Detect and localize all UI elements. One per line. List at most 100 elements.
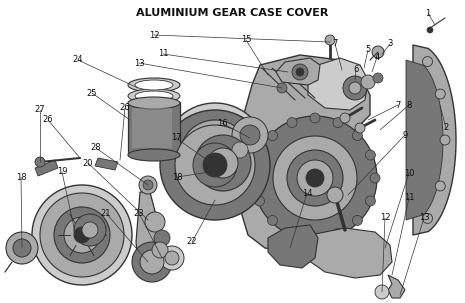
- Text: 8: 8: [406, 101, 412, 109]
- Text: 2: 2: [443, 124, 449, 132]
- Circle shape: [440, 135, 450, 145]
- Circle shape: [325, 35, 335, 45]
- Circle shape: [143, 180, 153, 190]
- Circle shape: [35, 157, 45, 167]
- Polygon shape: [303, 228, 392, 278]
- Circle shape: [423, 213, 432, 223]
- Circle shape: [203, 153, 227, 177]
- Text: 13: 13: [134, 58, 144, 68]
- Text: 26: 26: [43, 115, 53, 125]
- Text: 24: 24: [73, 55, 83, 65]
- Circle shape: [175, 125, 255, 205]
- Circle shape: [193, 143, 237, 187]
- Circle shape: [427, 27, 433, 33]
- Circle shape: [240, 125, 260, 145]
- Polygon shape: [406, 60, 443, 220]
- Circle shape: [165, 251, 179, 265]
- Circle shape: [287, 150, 343, 206]
- Text: 3: 3: [387, 39, 392, 48]
- Circle shape: [310, 113, 320, 123]
- Ellipse shape: [128, 89, 180, 103]
- Circle shape: [232, 117, 268, 153]
- Text: 26: 26: [120, 104, 130, 112]
- Circle shape: [140, 250, 164, 274]
- Circle shape: [372, 46, 384, 58]
- Circle shape: [292, 64, 308, 80]
- Text: 12: 12: [149, 31, 159, 39]
- Circle shape: [352, 215, 362, 225]
- Circle shape: [180, 120, 250, 190]
- Circle shape: [54, 207, 110, 263]
- Ellipse shape: [135, 80, 173, 90]
- Circle shape: [160, 110, 270, 220]
- Circle shape: [163, 103, 267, 207]
- Text: 4: 4: [374, 52, 379, 62]
- Circle shape: [64, 217, 100, 253]
- Polygon shape: [128, 102, 180, 155]
- Text: 7: 7: [332, 39, 338, 48]
- Text: 14: 14: [302, 188, 312, 198]
- Text: 25: 25: [87, 88, 97, 98]
- Circle shape: [373, 73, 383, 83]
- Text: 20: 20: [83, 158, 93, 168]
- Text: 22: 22: [187, 238, 197, 247]
- Polygon shape: [413, 45, 456, 235]
- Ellipse shape: [135, 91, 173, 101]
- Circle shape: [208, 148, 238, 178]
- Text: 11: 11: [158, 49, 168, 58]
- Circle shape: [333, 118, 343, 128]
- Circle shape: [250, 173, 260, 183]
- Circle shape: [287, 118, 297, 128]
- Circle shape: [232, 142, 248, 158]
- Circle shape: [375, 285, 389, 299]
- Polygon shape: [95, 158, 118, 170]
- Circle shape: [273, 136, 357, 220]
- Text: 9: 9: [402, 131, 408, 139]
- Text: 21: 21: [101, 208, 111, 218]
- Circle shape: [423, 57, 432, 67]
- Text: 12: 12: [380, 214, 390, 222]
- Circle shape: [435, 89, 445, 99]
- Text: 11: 11: [404, 194, 414, 202]
- Circle shape: [139, 176, 157, 194]
- Circle shape: [361, 75, 375, 89]
- Text: 6: 6: [353, 65, 359, 75]
- Circle shape: [333, 228, 343, 238]
- Circle shape: [306, 169, 324, 187]
- Polygon shape: [35, 160, 58, 176]
- Circle shape: [74, 227, 90, 243]
- Circle shape: [267, 215, 278, 225]
- Circle shape: [297, 160, 333, 196]
- Circle shape: [327, 187, 343, 203]
- Circle shape: [267, 131, 278, 141]
- Text: 13: 13: [418, 214, 429, 222]
- Circle shape: [343, 76, 367, 100]
- Circle shape: [365, 150, 375, 160]
- Circle shape: [32, 185, 132, 285]
- Circle shape: [310, 233, 320, 243]
- Circle shape: [74, 214, 106, 246]
- Text: 18: 18: [172, 172, 182, 181]
- Circle shape: [253, 116, 377, 240]
- Circle shape: [132, 242, 172, 282]
- Circle shape: [287, 228, 297, 238]
- Text: 28: 28: [91, 144, 101, 152]
- Text: 1: 1: [425, 8, 431, 18]
- Polygon shape: [238, 55, 370, 252]
- Circle shape: [13, 239, 31, 257]
- Ellipse shape: [128, 78, 180, 92]
- Circle shape: [296, 68, 304, 76]
- Text: 17: 17: [171, 134, 181, 142]
- Polygon shape: [388, 275, 405, 298]
- Circle shape: [152, 242, 168, 258]
- Circle shape: [195, 135, 251, 191]
- Text: 5: 5: [365, 45, 371, 55]
- Circle shape: [355, 123, 365, 133]
- Text: 7: 7: [395, 101, 401, 109]
- Ellipse shape: [128, 149, 180, 161]
- Circle shape: [145, 212, 165, 232]
- Text: 19: 19: [57, 168, 67, 177]
- Polygon shape: [308, 58, 368, 110]
- Circle shape: [6, 232, 38, 264]
- Circle shape: [40, 193, 124, 277]
